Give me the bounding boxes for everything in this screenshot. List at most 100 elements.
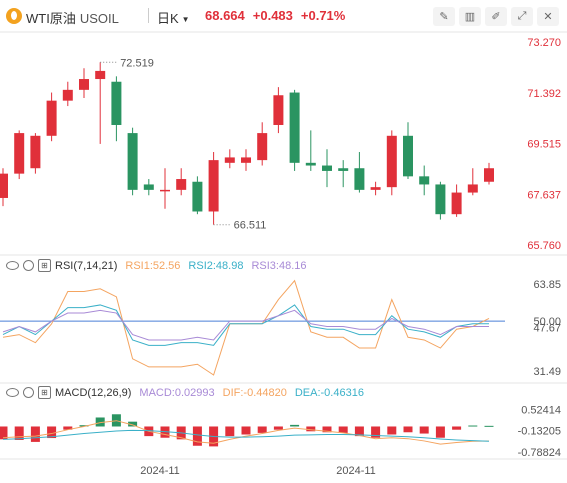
- macd-histogram-bar: [484, 425, 494, 427]
- dif-readout: DIF:-0.44820: [222, 386, 287, 399]
- candle-down: [419, 176, 430, 185]
- expand-icon[interactable]: ⤢: [511, 7, 533, 26]
- rsi-axis-tick-label: 63.85: [533, 279, 561, 291]
- macd-line-dea: [2, 429, 490, 442]
- candle-up: [30, 135, 41, 169]
- candle-up: [79, 79, 89, 90]
- macd-histogram-bar: [306, 426, 316, 432]
- candle-down: [111, 81, 122, 125]
- indicator-panel-icon[interactable]: ⊞: [38, 259, 51, 272]
- macd-histogram-bar: [387, 426, 397, 435]
- eye-icon[interactable]: [6, 388, 19, 397]
- candle-down: [403, 135, 413, 177]
- close-icon[interactable]: ✕: [537, 7, 559, 26]
- candle-down: [338, 168, 349, 171]
- macd-histogram-bar: [403, 426, 413, 433]
- macd-histogram-bar: [225, 426, 235, 437]
- rsi-line-rsi3: [2, 309, 489, 341]
- time-axis-label: 2024-11: [336, 465, 376, 477]
- macd-histogram-bar: [290, 424, 300, 427]
- macd-title-bar: ⊞ MACD(12,26,9) MACD:0.02993 DIF:-0.4482…: [6, 386, 364, 399]
- macd-histogram-bar: [338, 426, 348, 433]
- rsi1-readout: RSI1:52.56: [125, 259, 181, 272]
- rsi-title-bar: ⊞ RSI(7,14,21) RSI1:52.56 RSI2:48.98 RSI…: [6, 259, 307, 272]
- rsi-params: RSI(7,14,21): [55, 259, 118, 272]
- brush-icon[interactable]: ✐: [485, 7, 507, 26]
- candle-up: [257, 133, 268, 161]
- oil-drop-icon: [6, 8, 22, 24]
- candle-up: [0, 173, 8, 198]
- candle-up: [14, 133, 25, 174]
- macd-histogram-bar: [95, 417, 105, 427]
- price-change-pct: +0.71%: [300, 8, 346, 23]
- macd-histogram-bar: [128, 421, 138, 427]
- settings-icon[interactable]: [23, 260, 34, 271]
- symbol-code: USOIL: [79, 11, 119, 26]
- candle-down: [143, 184, 154, 190]
- macd-histogram-bar: [322, 426, 332, 433]
- rsi-axis-tick-label: 31.49: [533, 366, 561, 378]
- candle-up: [176, 179, 187, 190]
- price-axis-tick-label: 67.637: [527, 189, 561, 201]
- macd-histogram-bar: [273, 426, 283, 430]
- macd-axis-tick-label: -0.13205: [518, 426, 561, 438]
- macd-histogram-bar: [63, 426, 73, 430]
- macd-params: MACD(12,26,9): [55, 386, 132, 399]
- price-readout: 68.664 +0.483 +0.71%: [205, 8, 353, 23]
- macd-axis-tick-label: -0.78824: [518, 447, 561, 459]
- rsi-axis-tick-label: 47.67: [533, 322, 561, 334]
- rsi2-readout: RSI2:48.98: [188, 259, 244, 272]
- rsi-axis-tick-label: 50.00: [533, 316, 561, 328]
- macd-histogram-bar: [468, 425, 478, 427]
- candle-down: [322, 165, 332, 171]
- macd-readout: MACD:0.02993: [139, 386, 215, 399]
- candle-down: [435, 184, 446, 215]
- candle-up: [208, 160, 219, 212]
- candle-up: [160, 189, 170, 192]
- chart-header: WTI原油 USOIL 日K ▼ 68.664 +0.483 +0.71% ✎ ▥ ✐ ⤢ ✕: [0, 0, 567, 32]
- indicator-panel-icon[interactable]: ⊞: [38, 386, 51, 399]
- macd-line-dif: [2, 420, 490, 445]
- macd-histogram-bar: [79, 425, 89, 427]
- candle-up: [386, 135, 397, 188]
- macd-histogram-bar: [14, 426, 24, 440]
- macd-histogram-bar: [419, 426, 429, 434]
- candle-down: [127, 133, 138, 190]
- price-axis-tick-label: 69.515: [527, 139, 561, 151]
- candle-up: [273, 95, 284, 125]
- symbol-name: WTI原油: [26, 11, 76, 26]
- candle-down: [305, 162, 316, 166]
- price-change: +0.483: [252, 8, 293, 23]
- candle-down: [354, 168, 365, 190]
- rsi-line-rsi2: [2, 304, 489, 346]
- chart-style-icon[interactable]: ▥: [459, 7, 481, 26]
- candle-up: [370, 187, 381, 190]
- draw-line-icon[interactable]: ✎: [433, 7, 455, 26]
- macd-histogram-bar: [452, 426, 462, 430]
- header-divider: [148, 8, 149, 23]
- macd-histogram-bar: [435, 426, 445, 438]
- candle-up: [46, 100, 57, 136]
- candle-up: [95, 70, 106, 80]
- macd-histogram-bar: [47, 426, 57, 439]
- macd-histogram-bar: [192, 426, 202, 446]
- period-selector[interactable]: 日K ▼: [157, 8, 190, 27]
- macd-axis-tick-label: 0.52414: [521, 405, 561, 417]
- settings-icon[interactable]: [23, 387, 34, 398]
- candle-up: [467, 184, 478, 193]
- symbol-selector[interactable]: WTI原油 USOIL: [26, 8, 119, 27]
- macd-histogram-bar: [354, 426, 364, 437]
- price-axis-tick-label: 73.270: [527, 37, 561, 49]
- last-price: 68.664: [205, 8, 245, 23]
- low-price-label: 66.511: [234, 220, 267, 232]
- candle-up: [62, 89, 73, 101]
- candle-down: [192, 181, 203, 212]
- candle-up: [241, 157, 251, 163]
- eye-icon[interactable]: [6, 261, 19, 270]
- macd-histogram-bar: [0, 426, 8, 440]
- candle-down: [289, 92, 300, 163]
- macd-histogram-bar: [371, 426, 381, 438]
- macd-histogram-bar: [30, 426, 40, 442]
